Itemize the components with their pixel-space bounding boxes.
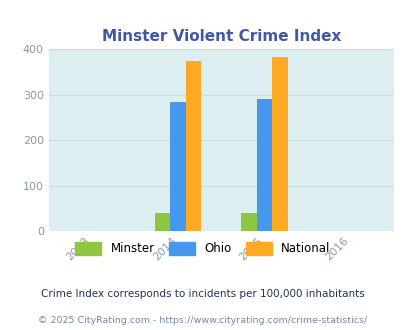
Bar: [170, 102, 185, 231]
Bar: [154, 213, 170, 231]
Legend: Minster, Ohio, National: Minster, Ohio, National: [69, 237, 336, 261]
Bar: [256, 98, 271, 231]
Text: © 2025 CityRating.com - https://www.cityrating.com/crime-statistics/: © 2025 CityRating.com - https://www.city…: [38, 315, 367, 325]
Bar: [185, 61, 201, 231]
Bar: [271, 57, 287, 231]
Bar: [241, 213, 256, 231]
Title: Minster Violent Crime Index: Minster Violent Crime Index: [101, 29, 340, 44]
Text: Crime Index corresponds to incidents per 100,000 inhabitants: Crime Index corresponds to incidents per…: [41, 289, 364, 299]
